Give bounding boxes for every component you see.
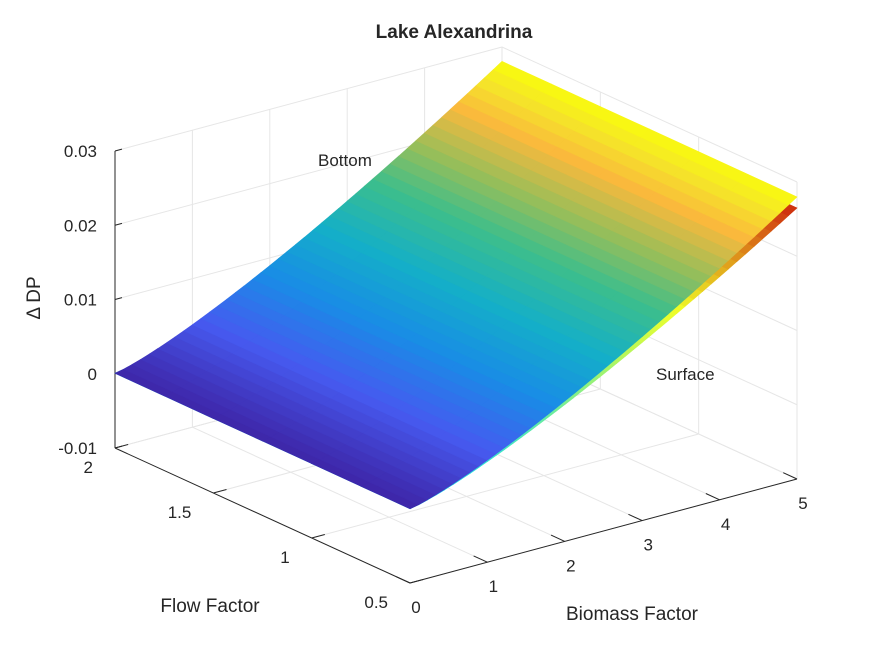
y-tick-label: 1.5 [168,503,192,522]
y-tick [311,533,325,539]
z-axis-label: Δ DP [24,276,45,319]
x-axis-label: Biomass Factor [566,604,699,625]
x-tick [705,493,720,501]
z-tick-label: 0.01 [64,291,97,310]
x-axis-line [409,478,798,584]
y-tick-label: 0.5 [364,593,388,612]
x-tick [473,555,488,563]
z-tick-label: -0.01 [58,439,97,458]
surface-patches [114,61,798,510]
grid-line [192,426,488,563]
z-tick-label: 0.02 [64,216,97,235]
x-tick-label: 3 [643,536,652,555]
x-tick-label: 4 [721,515,730,534]
x-tick [628,513,643,522]
z-tick [114,445,123,449]
z-tick [114,222,123,226]
z-tick-label: 0 [88,365,97,384]
y-tick [409,578,424,584]
y-axis-label: Flow Factor [160,596,260,617]
z-tick-label: 0.03 [64,142,97,161]
y-tick [213,488,227,494]
surface-label-bottom: Bottom [318,151,372,170]
x-tick-label: 5 [798,494,807,513]
y-axis-line [114,447,411,584]
y-tick-label: 2 [84,458,93,477]
grid-line [114,46,503,152]
grid-line [311,433,699,539]
x-tick-label: 2 [566,556,575,575]
axes [114,148,798,584]
z-tick [114,297,123,300]
surface-patch [738,173,798,206]
grid-line [501,46,798,183]
chart-title: Lake Alexandrina [376,22,533,43]
x-tick [783,472,798,480]
x-tick [396,576,411,584]
x-tick [550,534,566,542]
x-tick-label: 1 [489,577,498,596]
y-tick-label: 1 [280,548,289,567]
z-tick [114,148,123,152]
surface-label-surface: Surface [656,365,715,384]
x-tick-label: 0 [411,598,420,617]
